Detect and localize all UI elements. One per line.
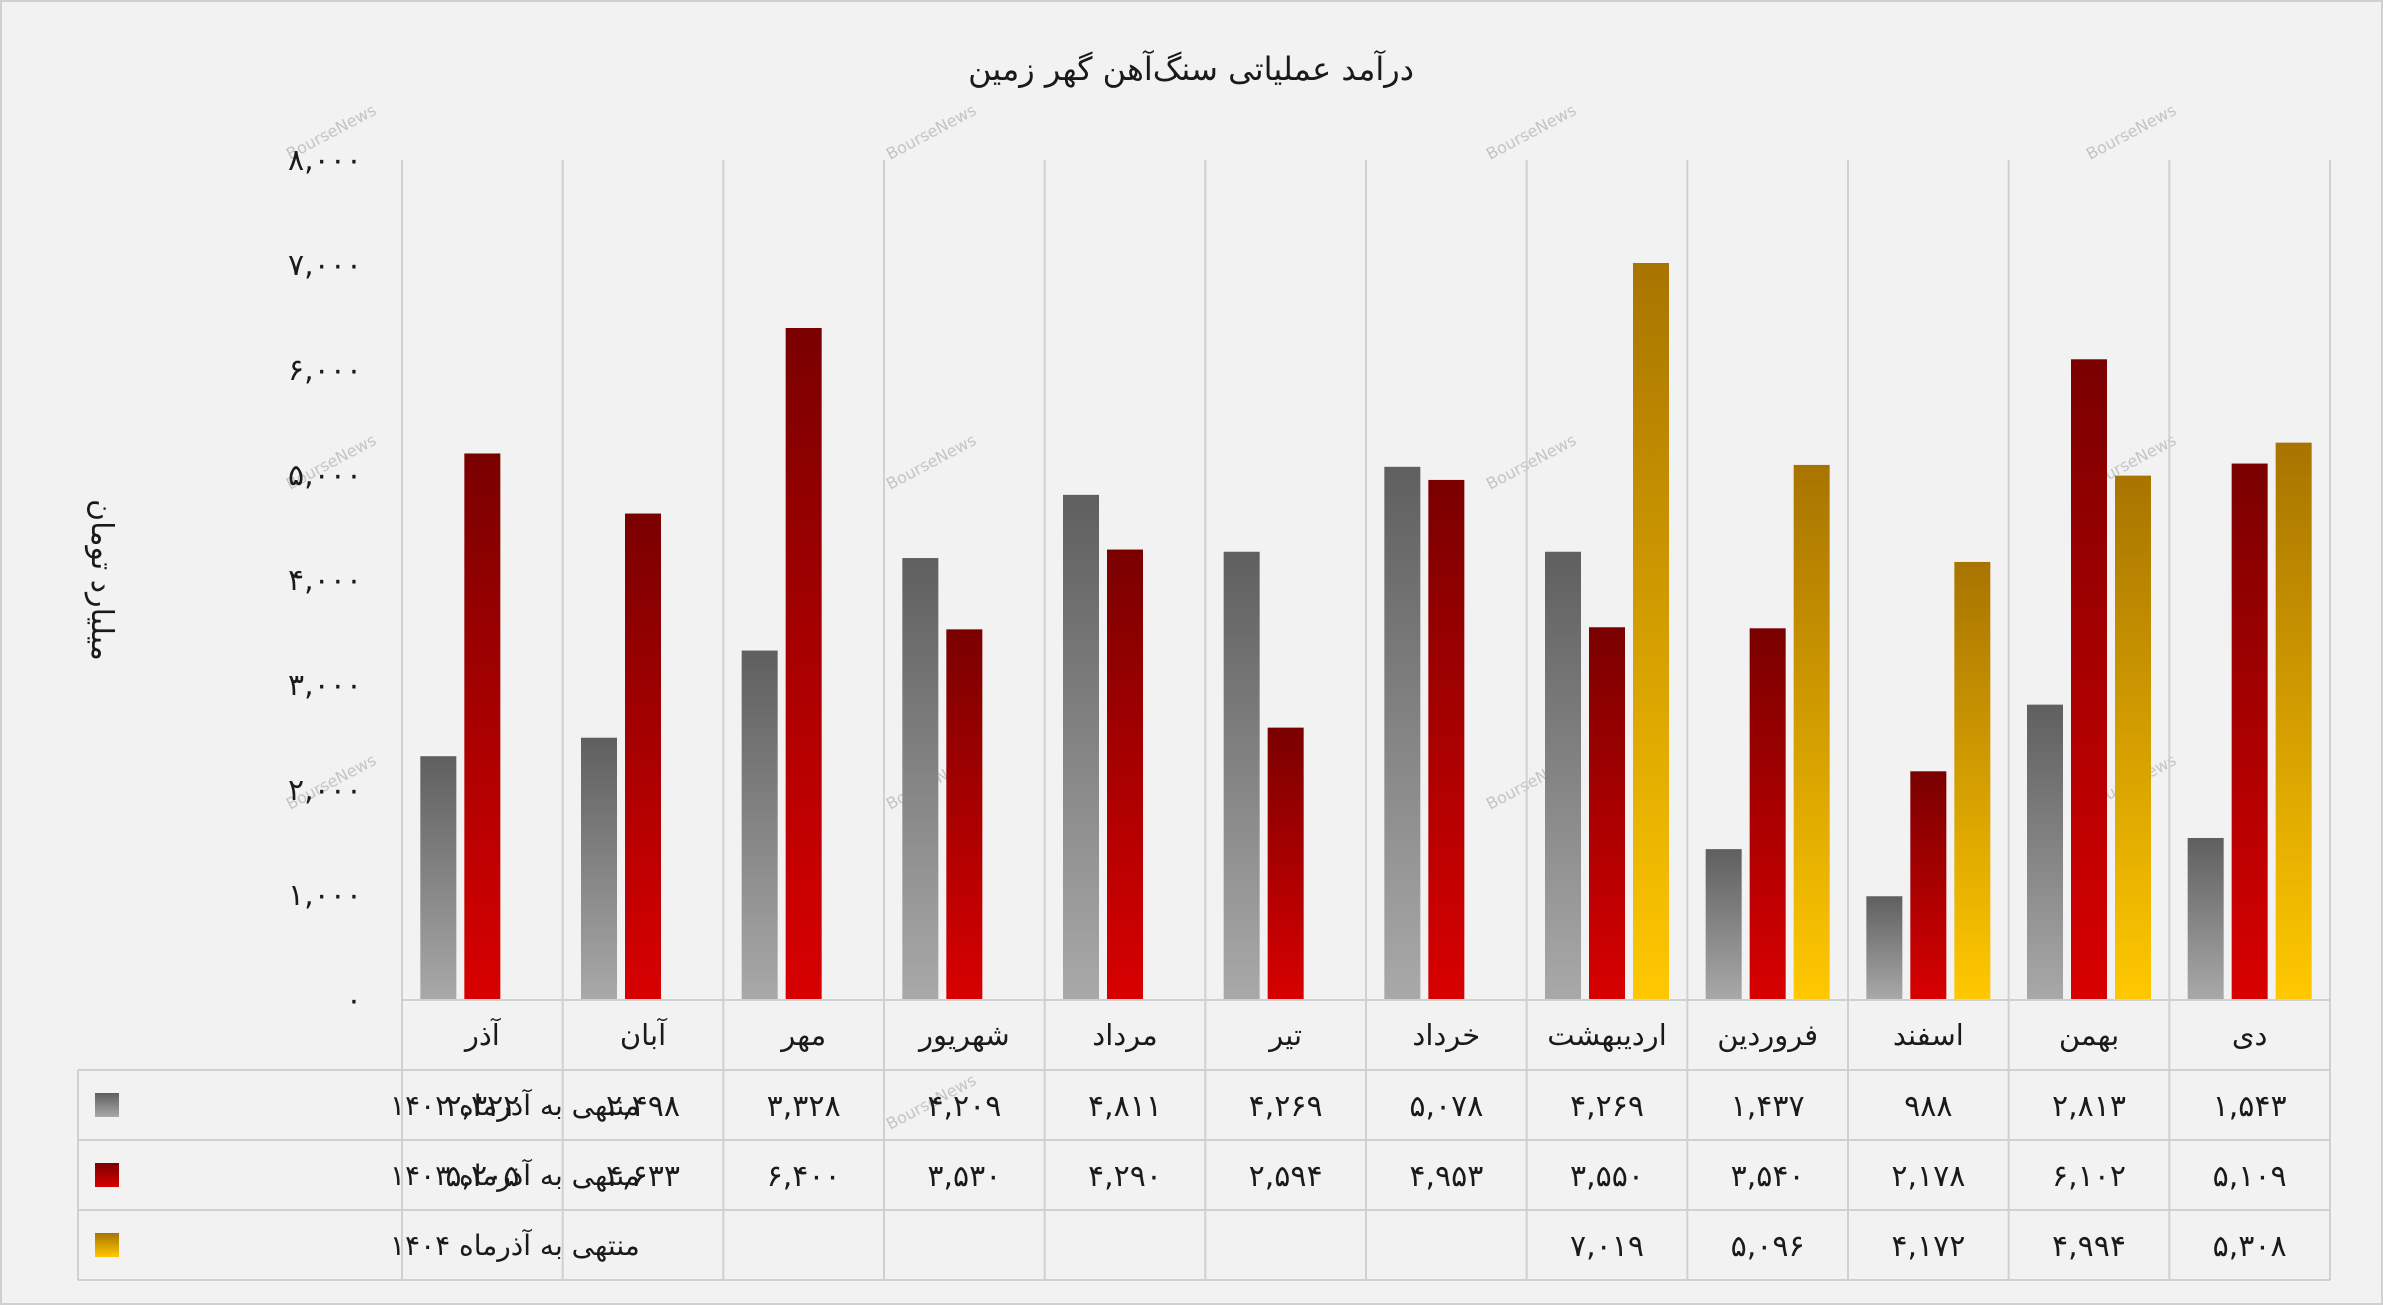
bar: [1633, 263, 1669, 1000]
data-label: ۴,۸۱۱: [1088, 1089, 1162, 1124]
x-tick-label: تیر: [1267, 1018, 1302, 1052]
x-tick-label: اسفند: [1893, 1018, 1964, 1052]
legend-label: منتهی به آذرماه ۱۴۰۴: [390, 1229, 640, 1262]
data-label: ۱,۵۴۳: [2213, 1089, 2287, 1124]
y-axis-ticks: ۰ ۱,۰۰۰ ۲,۰۰۰ ۳,۰۰۰ ۴,۰۰۰ ۵,۰۰۰ ۶,۰۰۰ ۷,۰۰۰ ۸,۰۰…: [288, 143, 362, 1018]
data-label: ۹۸۸: [1904, 1089, 1952, 1124]
data-label: ۴,۲۶۹: [1249, 1089, 1323, 1124]
bar: [741, 650, 778, 1000]
data-label: ۲,۱۷۸: [1891, 1159, 1965, 1194]
data-label: ۶,۴۰۰: [767, 1159, 841, 1194]
gridlines: [401, 160, 2331, 1280]
data-label: ۲,۸۱۳: [2052, 1089, 2126, 1124]
bar: [785, 328, 822, 1000]
bar: [625, 513, 661, 1000]
bar: [1954, 561, 1991, 1000]
data-label: ۵,۰۷۸: [1409, 1089, 1483, 1124]
x-tick-label: بهمن: [2059, 1018, 2119, 1052]
bar: [1545, 551, 1581, 1000]
data-label: ۷,۰۱۹: [1570, 1229, 1644, 1264]
data-label: ۲,۳۲۲: [445, 1089, 519, 1124]
x-tick-label: آذر: [463, 1017, 502, 1052]
bar: [2275, 442, 2312, 1000]
bar: [1866, 896, 1903, 1000]
bar: [2187, 837, 2224, 1000]
y-tick-label: ۲,۰۰۰: [288, 773, 362, 808]
data-label: ۳,۵۵۰: [1570, 1159, 1644, 1194]
bar: [2027, 704, 2063, 1000]
bar: [1267, 727, 1304, 1000]
y-tick-label: ۵,۰۰۰: [288, 458, 362, 493]
bar: [2071, 359, 2107, 1000]
x-tick-label: اردیبهشت: [1547, 1018, 1667, 1052]
bars: [420, 263, 2312, 1001]
y-tick-label: ۰: [346, 983, 362, 1018]
legend-label: منتهی به آذرماه ۱۴۰۲: [390, 1089, 640, 1122]
legend-label: منتهی به آذرماه ۱۴۰۳: [390, 1159, 640, 1192]
x-tick-label: فروردین: [1717, 1018, 1818, 1052]
x-tick-label: آبان: [620, 1017, 668, 1052]
bar: [1793, 464, 1830, 1000]
bar: [1384, 466, 1421, 1000]
bar: [946, 629, 983, 1000]
y-tick-label: ۱,۰۰۰: [288, 878, 362, 913]
data-label: ۳,۳۲۸: [767, 1089, 841, 1124]
data-label: ۱,۴۳۷: [1731, 1089, 1805, 1124]
bar: [1910, 771, 1947, 1000]
bar: [420, 756, 457, 1000]
bar: [902, 558, 939, 1000]
bar: [1063, 494, 1099, 1000]
y-tick-label: ۴,۰۰۰: [288, 563, 362, 598]
data-label: ۵,۳۰۸: [2213, 1229, 2287, 1264]
data-label: ۵,۱۰۹: [2213, 1159, 2287, 1194]
data-label: ۶,۱۰۲: [2052, 1159, 2126, 1194]
y-tick-label: ۷,۰۰۰: [288, 248, 362, 283]
data-label: ۴,۹۵۳: [1409, 1159, 1483, 1194]
legend-swatch: [95, 1093, 119, 1117]
y-tick-label: ۳,۰۰۰: [288, 668, 362, 703]
legend-swatch: [95, 1163, 119, 1187]
bar: [2115, 475, 2151, 1000]
bar: [1705, 849, 1742, 1000]
data-label: ۴,۲۰۹: [927, 1089, 1001, 1124]
data-label: ۴,۲۹۰: [1088, 1159, 1162, 1194]
y-tick-label: ۸,۰۰۰: [288, 143, 362, 178]
y-tick-label: ۶,۰۰۰: [288, 353, 362, 388]
bar: [581, 737, 617, 1000]
data-table: دی بهمن اسفند فروردین اردیبهشت خرداد تیر مرداد ش…: [77, 999, 2330, 1281]
data-label: ۴,۲۶۹: [1570, 1089, 1644, 1124]
bar: [1749, 628, 1786, 1000]
data-label: ۴,۶۳۳: [606, 1159, 680, 1194]
x-tick-label: مرداد: [1092, 1018, 1157, 1052]
data-label: ۵,۲۰۵: [445, 1159, 519, 1194]
bar: [464, 453, 501, 1001]
x-tick-label: خرداد: [1412, 1018, 1480, 1052]
data-label: ۳,۵۴۰: [1731, 1159, 1805, 1194]
data-label: ۴,۹۹۴: [2052, 1229, 2126, 1264]
bar: [1589, 627, 1625, 1000]
x-tick-label: دی: [2232, 1018, 2268, 1052]
data-label: ۳,۵۳۰: [927, 1159, 1001, 1194]
bar: [2231, 463, 2268, 1000]
x-tick-label: مهر: [779, 1018, 826, 1052]
data-label: ۲,۴۹۸: [606, 1089, 680, 1124]
y-axis-label: میلیارد تومان: [84, 499, 119, 661]
x-tick-label: شهریور: [917, 1018, 1010, 1052]
bar: [1428, 479, 1465, 1000]
bar: [1223, 551, 1260, 1000]
data-label: ۵,۰۹۶: [1731, 1229, 1805, 1264]
chart-title: درآمد عملیاتی سنگ‌آهن گهر زمین: [968, 49, 1414, 88]
data-label: ۲,۵۹۴: [1249, 1159, 1323, 1194]
bar: [1107, 549, 1143, 1000]
legend-swatch: [95, 1233, 119, 1257]
data-label: ۴,۱۷۲: [1891, 1229, 1965, 1264]
